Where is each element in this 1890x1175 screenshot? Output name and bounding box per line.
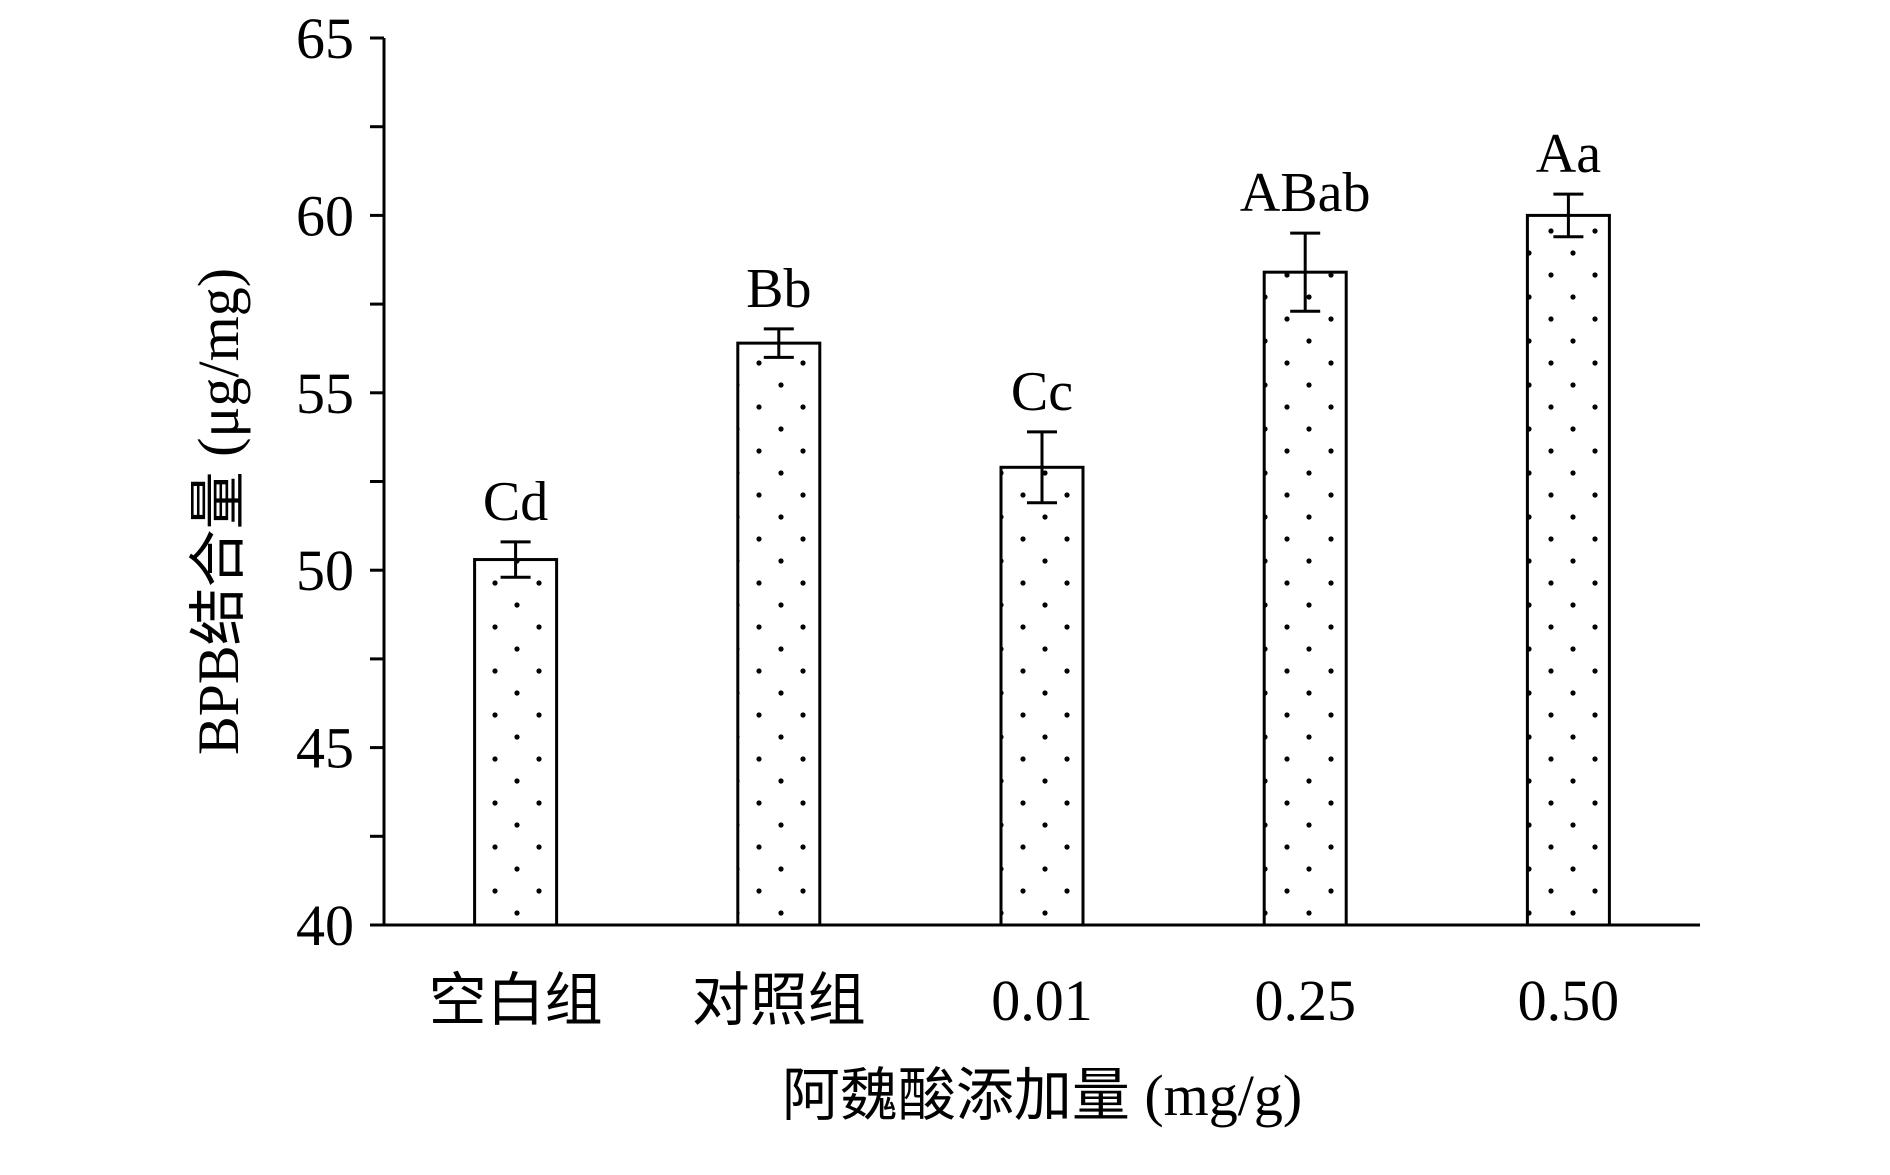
significance-label: Bb [746, 258, 811, 320]
significance-label: ABab [1240, 162, 1371, 224]
x-category-label: 0.25 [1254, 968, 1356, 1033]
bar [1262, 270, 1348, 927]
significance-label: Cc [1011, 361, 1073, 423]
x-axis-title: 阿魏酸添加量 (mg/g) [782, 1063, 1302, 1128]
error-bar [1027, 430, 1057, 505]
bar [473, 558, 559, 927]
bar [999, 465, 1085, 927]
y-tick-label: 45 [296, 716, 354, 781]
bar [736, 341, 822, 927]
x-category-label: 空白组 [429, 968, 603, 1033]
y-axis-title: BPB结合量 (μg/mg) [186, 268, 251, 755]
y-tick-label: 50 [296, 538, 354, 603]
error-bar [763, 327, 794, 359]
error-bars-group [500, 192, 1584, 579]
bars-group [473, 213, 1611, 927]
significance-label: Cd [483, 471, 548, 533]
x-category-label: 0.50 [1518, 968, 1620, 1033]
y-ticks-group: 40 45 50 55 60 65 [296, 6, 384, 958]
significance-labels-group: Cd Bb Cc ABab Aa [483, 123, 1601, 533]
significance-label: Aa [1536, 123, 1601, 185]
y-tick-label: 65 [296, 6, 354, 71]
error-bar [1553, 192, 1584, 239]
y-tick-label: 60 [296, 183, 354, 248]
bar [1525, 213, 1611, 927]
y-tick-label: 55 [296, 361, 354, 426]
error-bar [1290, 231, 1321, 313]
x-category-label: 对照组 [692, 968, 866, 1033]
x-category-label: 0.01 [991, 968, 1093, 1033]
x-category-labels-group: 空白组 对照组 0.01 0.25 0.50 [429, 968, 1620, 1033]
error-bar [500, 540, 531, 579]
y-tick-label: 40 [296, 893, 354, 958]
